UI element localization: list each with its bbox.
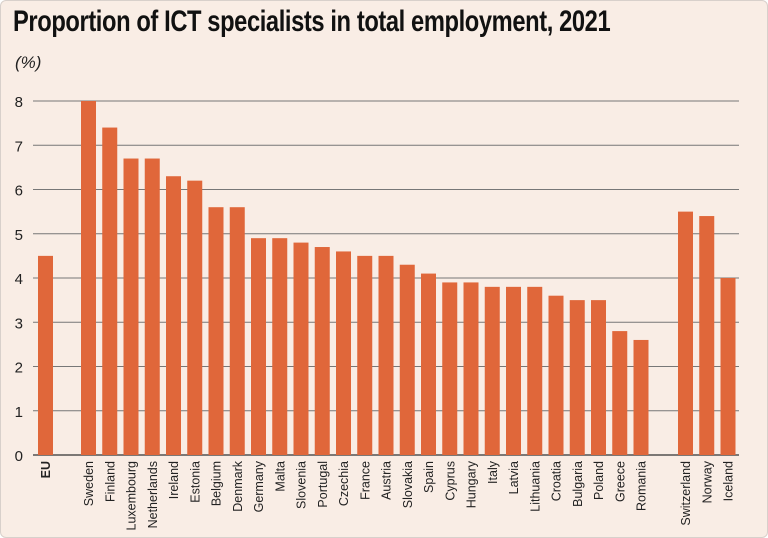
bar-iceland bbox=[720, 278, 736, 455]
x-tick-label: Slovakia bbox=[401, 461, 415, 508]
x-tick-label: Sweden bbox=[82, 461, 96, 506]
x-tick-label: Switzerland bbox=[679, 461, 693, 526]
x-tick-label: Spain bbox=[422, 461, 436, 493]
bar-belgium bbox=[208, 207, 224, 455]
x-tick-label: Hungary bbox=[465, 460, 479, 508]
bar-croatia bbox=[548, 295, 564, 455]
bar-italy bbox=[484, 286, 500, 455]
x-tick-label: Norway bbox=[700, 460, 714, 503]
bar-portugal bbox=[314, 247, 330, 455]
bar-austria bbox=[378, 255, 394, 455]
x-tick-label: Cyprus bbox=[443, 461, 457, 501]
x-tick-label: Portugal bbox=[316, 461, 330, 508]
bar-sweden bbox=[81, 101, 96, 455]
x-tick-label: Iceland bbox=[722, 461, 736, 501]
bar-netherlands bbox=[144, 158, 160, 455]
bar-denmark bbox=[229, 207, 245, 455]
bar-estonia bbox=[187, 180, 203, 455]
bar-czechia bbox=[336, 251, 351, 455]
y-tick-label: 4 bbox=[15, 271, 23, 288]
x-tick-label: Bulgaria bbox=[571, 461, 585, 507]
y-tick-label: 1 bbox=[15, 404, 23, 421]
x-tick-label: Belgium bbox=[210, 461, 224, 506]
bar-latvia bbox=[506, 286, 521, 455]
bar-switzerland bbox=[678, 211, 693, 455]
x-tick-label: Latvia bbox=[507, 461, 521, 494]
x-tick-label: Greece bbox=[613, 461, 627, 502]
bar-bulgaria bbox=[569, 300, 585, 455]
x-tick-label: Austria bbox=[380, 461, 394, 500]
x-tick-label: France bbox=[358, 461, 372, 500]
y-tick-label: 3 bbox=[15, 315, 23, 332]
bar-spain bbox=[421, 273, 436, 455]
bar-ireland bbox=[166, 176, 181, 455]
x-tick-label: Italy bbox=[486, 460, 500, 484]
y-tick-label: 2 bbox=[15, 360, 23, 377]
bar-greece bbox=[612, 331, 628, 455]
x-tick-label: Estonia bbox=[188, 461, 202, 503]
x-tick-label: Finland bbox=[103, 461, 117, 502]
bar-germany bbox=[251, 238, 266, 455]
x-tick-label: Czechia bbox=[337, 461, 351, 506]
y-tick-label: 0 bbox=[15, 448, 23, 465]
bar-malta bbox=[272, 238, 288, 455]
bar-hungary bbox=[463, 282, 479, 455]
bar-eu bbox=[38, 255, 53, 455]
bar-norway bbox=[699, 216, 715, 455]
bar-luxembourg bbox=[123, 158, 139, 455]
x-tick-label: EU bbox=[39, 461, 53, 478]
bar-slovakia bbox=[399, 264, 415, 455]
x-tick-label: Ireland bbox=[167, 461, 181, 499]
bar-romania bbox=[633, 339, 649, 455]
bar-finland bbox=[102, 127, 118, 456]
bar-slovenia bbox=[293, 242, 309, 455]
x-tick-label: Slovenia bbox=[295, 461, 309, 509]
x-tick-label: Lithuania bbox=[528, 461, 542, 512]
y-tick-label: 5 bbox=[15, 227, 23, 244]
y-tick-label: 7 bbox=[15, 138, 23, 155]
y-axis-unit: (%) bbox=[15, 53, 42, 72]
x-tick-label: Germany bbox=[252, 460, 266, 512]
x-tick-label: Netherlands bbox=[146, 461, 160, 528]
x-tick-label: Denmark bbox=[231, 460, 245, 511]
x-tick-label: Luxembourg bbox=[125, 461, 139, 531]
chart-title: Proportion of ICT specialists in total e… bbox=[13, 5, 611, 38]
x-tick-label: Malta bbox=[273, 461, 287, 492]
bar-cyprus bbox=[442, 282, 458, 455]
x-tick-label: Poland bbox=[592, 461, 606, 500]
x-tick-label: Croatia bbox=[550, 461, 564, 501]
x-tick-label: Romania bbox=[635, 461, 649, 511]
y-tick-label: 6 bbox=[15, 183, 23, 200]
bar-poland bbox=[591, 300, 606, 455]
bar-lithuania bbox=[527, 286, 543, 455]
y-tick-label: 8 bbox=[15, 94, 23, 111]
bar-france bbox=[357, 255, 373, 455]
